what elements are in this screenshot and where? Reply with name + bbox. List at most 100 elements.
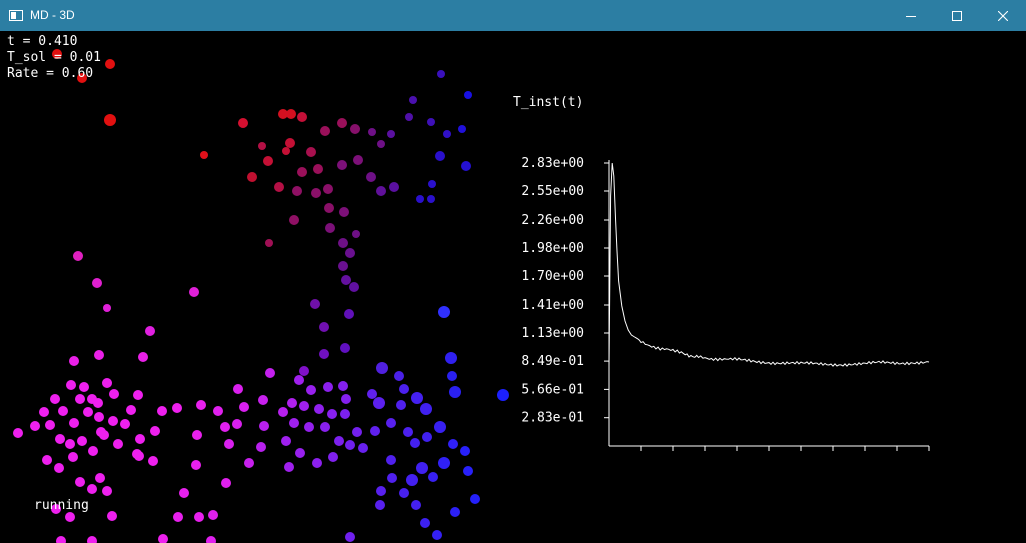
particle: [375, 500, 385, 510]
particle: [102, 486, 112, 496]
particle: [339, 207, 349, 217]
particle: [258, 395, 268, 405]
particle: [344, 309, 354, 319]
app-icon: [9, 10, 23, 21]
particle: [338, 261, 348, 271]
particle: [340, 343, 350, 353]
particle: [39, 407, 49, 417]
particle: [192, 430, 202, 440]
particle: [88, 446, 98, 456]
particle: [366, 172, 376, 182]
particle: [420, 403, 432, 415]
particle: [126, 405, 136, 415]
minimize-icon: [906, 15, 916, 17]
particle: [196, 400, 206, 410]
particle: [299, 401, 309, 411]
particle: [311, 188, 321, 198]
particle: [310, 299, 320, 309]
particle: [51, 504, 61, 514]
particle: [93, 398, 103, 408]
particle: [427, 195, 435, 203]
particle: [443, 130, 451, 138]
particle: [87, 484, 97, 494]
particle: [377, 140, 385, 148]
particle: [120, 419, 130, 429]
particle: [292, 186, 302, 196]
particle: [312, 458, 322, 468]
particle: [349, 282, 359, 292]
particle: [65, 512, 75, 522]
particle: [428, 180, 436, 188]
particle: [410, 438, 420, 448]
particle: [113, 439, 123, 449]
particle: [138, 352, 148, 362]
minimize-button[interactable]: [888, 0, 934, 31]
particle: [409, 96, 417, 104]
particle: [464, 91, 472, 99]
particle: [200, 151, 208, 159]
particle: [314, 404, 324, 414]
particle: [387, 473, 397, 483]
particle: [386, 455, 396, 465]
particle: [105, 59, 115, 69]
particle: [247, 172, 257, 182]
status-text: running: [34, 498, 89, 513]
particle: [449, 386, 461, 398]
y-tick-label: 1.13e+00: [521, 326, 584, 341]
particle: [340, 409, 350, 419]
particle: [259, 421, 269, 431]
particle: [77, 73, 87, 83]
particle: [92, 278, 102, 288]
particle: [52, 49, 62, 59]
particle: [42, 455, 52, 465]
particle: [69, 356, 79, 366]
particle: [282, 147, 290, 155]
particle: [220, 422, 230, 432]
particle: [108, 416, 118, 426]
particle: [387, 130, 395, 138]
particle: [285, 138, 295, 148]
particle: [297, 112, 307, 122]
particle: [135, 434, 145, 444]
particle: [73, 251, 83, 261]
particle: [428, 472, 438, 482]
particle: [338, 381, 348, 391]
particle: [447, 371, 457, 381]
particle: [99, 430, 109, 440]
simulation-canvas[interactable]: 2.83e+00 2.55e+00 2.26e+00 1.98e+00 1.70e+00…: [0, 31, 1026, 543]
y-tick-label: 1.70e+00: [521, 269, 584, 284]
particle: [79, 382, 89, 392]
particle: [239, 402, 249, 412]
particle: [432, 530, 442, 540]
particle: [411, 392, 423, 404]
particle: [323, 382, 333, 392]
particle: [173, 512, 183, 522]
t-sol-readout: T_sol = 0.01: [7, 50, 101, 65]
particle: [438, 306, 450, 318]
particle: [327, 409, 337, 419]
particle: [320, 422, 330, 432]
particle: [406, 474, 418, 486]
particle: [189, 287, 199, 297]
particle: [77, 436, 87, 446]
particle: [50, 394, 60, 404]
particle: [94, 412, 104, 422]
maximize-button[interactable]: [934, 0, 980, 31]
particle: [191, 460, 201, 470]
particle: [458, 125, 466, 133]
particle: [45, 420, 55, 430]
particle: [352, 230, 360, 238]
particle: [158, 534, 168, 543]
particle: [284, 462, 294, 472]
particle: [420, 518, 430, 528]
particle: [337, 118, 347, 128]
particle: [435, 151, 445, 161]
particle: [376, 186, 386, 196]
particle: [470, 494, 480, 504]
particle: [75, 394, 85, 404]
particle: [258, 142, 266, 150]
close-button[interactable]: [980, 0, 1026, 31]
particle: [334, 436, 344, 446]
particle: [376, 486, 386, 496]
particle: [107, 511, 117, 521]
